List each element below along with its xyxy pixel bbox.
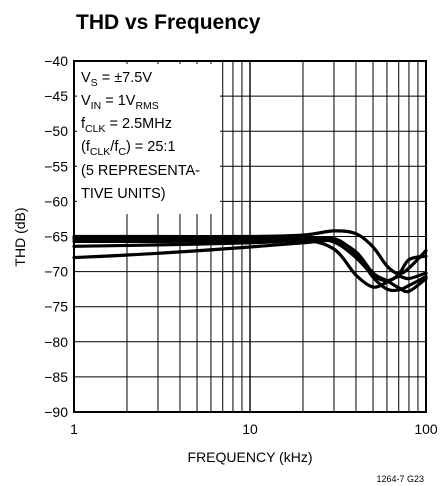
series-line-5 (72, 238, 428, 294)
y-tick-label: −90 (44, 404, 68, 420)
y-axis-label: THD (dB) (12, 207, 28, 266)
x-axis-label: FREQUENCY (kHz) (188, 449, 313, 465)
y-tick-label: −85 (44, 369, 68, 385)
y-tick-label: −45 (44, 88, 68, 104)
y-tick-label: −40 (44, 53, 68, 69)
plot-frame (73, 60, 427, 413)
annotation-vs: VS = ±7.5V (81, 70, 152, 89)
x-tick-label: 100 (414, 421, 438, 437)
annotation-fclk: fCLK = 2.5MHz (81, 116, 172, 135)
annotation-units-1: (5 REPRESENTA- (81, 163, 200, 179)
y-tick-label: −50 (44, 123, 68, 139)
y-tick-label: −80 (44, 334, 68, 350)
y-tick-label: −55 (44, 158, 68, 174)
y-tick-label: −60 (44, 193, 68, 209)
x-tick-label: 10 (242, 421, 258, 437)
annotation-units-2: TIVE UNITS) (81, 186, 166, 202)
x-tick-label: 1 (70, 421, 78, 437)
y-tick-labels: −40 −45 −50 −55 −60 −65 −70 −75 −80 −85 −90 (44, 53, 68, 420)
series-line-2 (72, 235, 428, 283)
y-tick-label: −70 (44, 264, 68, 280)
x-tick-labels: 1 10 100 (70, 421, 438, 437)
plot-border (73, 60, 427, 413)
annotation-vin: VIN = 1VRMS (81, 93, 159, 112)
annotation: VS = ±7.5V VIN = 1VRMS fCLK = 2.5MHz (fC… (81, 70, 200, 202)
figure-id: 1264-7 G23 (376, 474, 424, 484)
y-tick-label: −75 (44, 299, 68, 315)
annotation-box (77, 64, 220, 214)
series-line-3 (72, 237, 428, 289)
annotation-ratio: (fCLK/fC) = 25:1 (81, 139, 176, 158)
chart-title: THD vs Frequency (76, 11, 261, 34)
y-tick-label: −65 (44, 229, 68, 245)
series-lines (72, 229, 428, 294)
